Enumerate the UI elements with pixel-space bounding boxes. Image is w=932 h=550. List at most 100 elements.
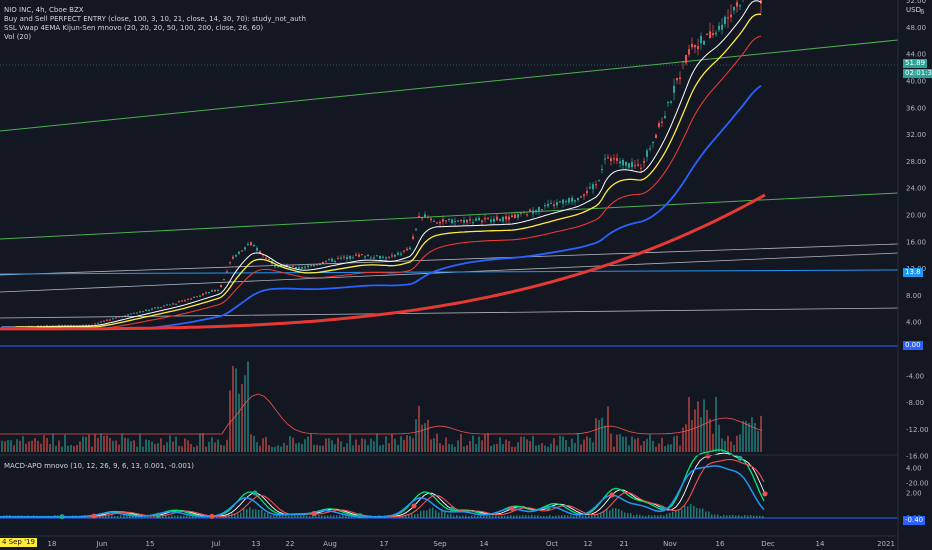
candle-body — [139, 311, 141, 313]
volume-bar — [43, 434, 45, 452]
macd-histogram-bar — [723, 514, 725, 518]
candle-body — [163, 305, 165, 307]
macd-histogram-bar — [519, 515, 521, 518]
candle-body — [160, 307, 162, 309]
macd-histogram-bar — [249, 507, 251, 518]
symbol-title[interactable]: NIO INC, 4h, Cboe BZX — [4, 6, 84, 14]
candle-body — [700, 35, 702, 44]
candle-body — [661, 121, 663, 123]
candle-body — [370, 257, 372, 259]
candle-body — [325, 261, 327, 263]
time-tick-label: 13 — [252, 540, 261, 548]
volume-bar — [154, 444, 156, 452]
volume-bar — [442, 445, 444, 452]
macd-histogram-bar — [258, 509, 260, 518]
price-tick-label: -20.00 — [906, 480, 929, 488]
volume-bar — [466, 445, 468, 452]
candle-body — [181, 300, 183, 302]
volume-bar — [649, 434, 651, 452]
candle-body — [85, 324, 87, 326]
volume-bar — [577, 433, 579, 452]
macd-legend[interactable]: MACD-APO mnovo (10, 12, 26, 9, 6, 13, 0.… — [4, 462, 195, 470]
macd-histogram-bar — [426, 510, 428, 518]
volume-bar — [37, 440, 39, 452]
candle-body — [265, 257, 267, 259]
macd-histogram-bar — [657, 515, 659, 518]
volume-bar — [64, 434, 66, 452]
candle-body — [439, 221, 441, 224]
volume-bar — [274, 446, 276, 452]
macd-histogram-bar — [306, 515, 308, 518]
macd-histogram-bar — [273, 514, 275, 518]
macd-histogram-bar — [735, 515, 737, 518]
candle-body — [685, 54, 687, 64]
volume-bar — [406, 435, 408, 452]
volume-bar — [163, 445, 165, 452]
candle-body — [667, 101, 669, 103]
volume-bar — [559, 435, 561, 452]
candle-body — [343, 256, 345, 258]
candle-body — [478, 217, 480, 221]
macd-cross-dot — [609, 492, 615, 498]
indicator-legend-volume[interactable]: Vol (20) — [4, 33, 32, 41]
volume-bar — [550, 443, 552, 452]
volume-bar — [685, 424, 687, 452]
macd-histogram-bar — [453, 515, 455, 518]
candle-body — [538, 207, 540, 212]
ema-yellow-line — [2, 13, 762, 328]
volume-bar — [133, 440, 135, 452]
macd-histogram-bar — [459, 515, 461, 518]
volume-bar — [223, 445, 225, 452]
horizontal-line-13-8[interactable] — [0, 269, 899, 275]
macd-cross-dot — [59, 514, 65, 520]
candle-body — [292, 265, 294, 267]
macd-histogram-bar — [474, 515, 476, 518]
volume-bar — [673, 436, 675, 452]
candle-body — [337, 258, 339, 260]
volume-bar — [523, 436, 525, 452]
volume-bar — [481, 440, 483, 452]
macd-histogram-bar — [504, 515, 506, 518]
volume-bar — [601, 417, 603, 452]
indicator-legend-perfect-entry[interactable]: Buy and Sell PERFECT ENTRY (close, 100, … — [4, 15, 306, 23]
macd-histogram-bar — [297, 515, 299, 518]
macd-histogram-bar — [132, 515, 134, 518]
macd-cross-dot — [737, 455, 743, 461]
volume-bar — [646, 438, 648, 452]
volume-bar — [619, 434, 621, 452]
volume-bar — [430, 439, 432, 452]
volume-bar — [106, 435, 108, 452]
channel-upper-line[interactable] — [0, 39, 899, 132]
volume-bar — [595, 418, 597, 452]
candle-body — [187, 299, 189, 301]
macd-histogram-bar — [435, 510, 437, 518]
time-axis[interactable]: 18 Jun 15 Jul 13 22 Aug 17 Sep 14 Oct 12 21 Nov 16 Dec 1… — [48, 540, 895, 548]
macd-histogram-bar — [645, 515, 647, 518]
candle-body — [67, 325, 69, 327]
macd-histogram-bar — [303, 515, 305, 518]
volume-bar — [382, 444, 384, 452]
candle-body — [379, 255, 381, 259]
candle-body — [235, 255, 237, 257]
macd-axis[interactable]: 4.002.000.00 — [906, 465, 922, 523]
candles — [1, 0, 762, 328]
candle-body — [604, 158, 606, 160]
indicator-legend-ssl-vwap[interactable]: SSL Vwap 4EMA Kijun-Sen mnovo (20, 20, 2… — [4, 24, 264, 32]
macd-histogram-bar — [495, 514, 497, 518]
macd-histogram-bar — [486, 516, 488, 518]
volume-bar — [97, 437, 99, 452]
candle-body — [103, 320, 105, 322]
candle-body — [133, 312, 135, 314]
candle-body — [403, 250, 405, 252]
channel-lower-line[interactable] — [0, 192, 899, 240]
price-axis[interactable]: 60.0056.0052.0048.0044.0040.0036.0032.00… — [906, 0, 929, 488]
macd-histogram-bar — [456, 515, 458, 518]
volume-bar — [520, 436, 522, 452]
candle-body — [541, 209, 543, 211]
candle-body — [223, 279, 225, 281]
volume-bar — [58, 440, 60, 452]
candle-body — [727, 17, 729, 19]
candle-body — [622, 159, 624, 166]
trend-line-upper[interactable] — [0, 243, 899, 276]
